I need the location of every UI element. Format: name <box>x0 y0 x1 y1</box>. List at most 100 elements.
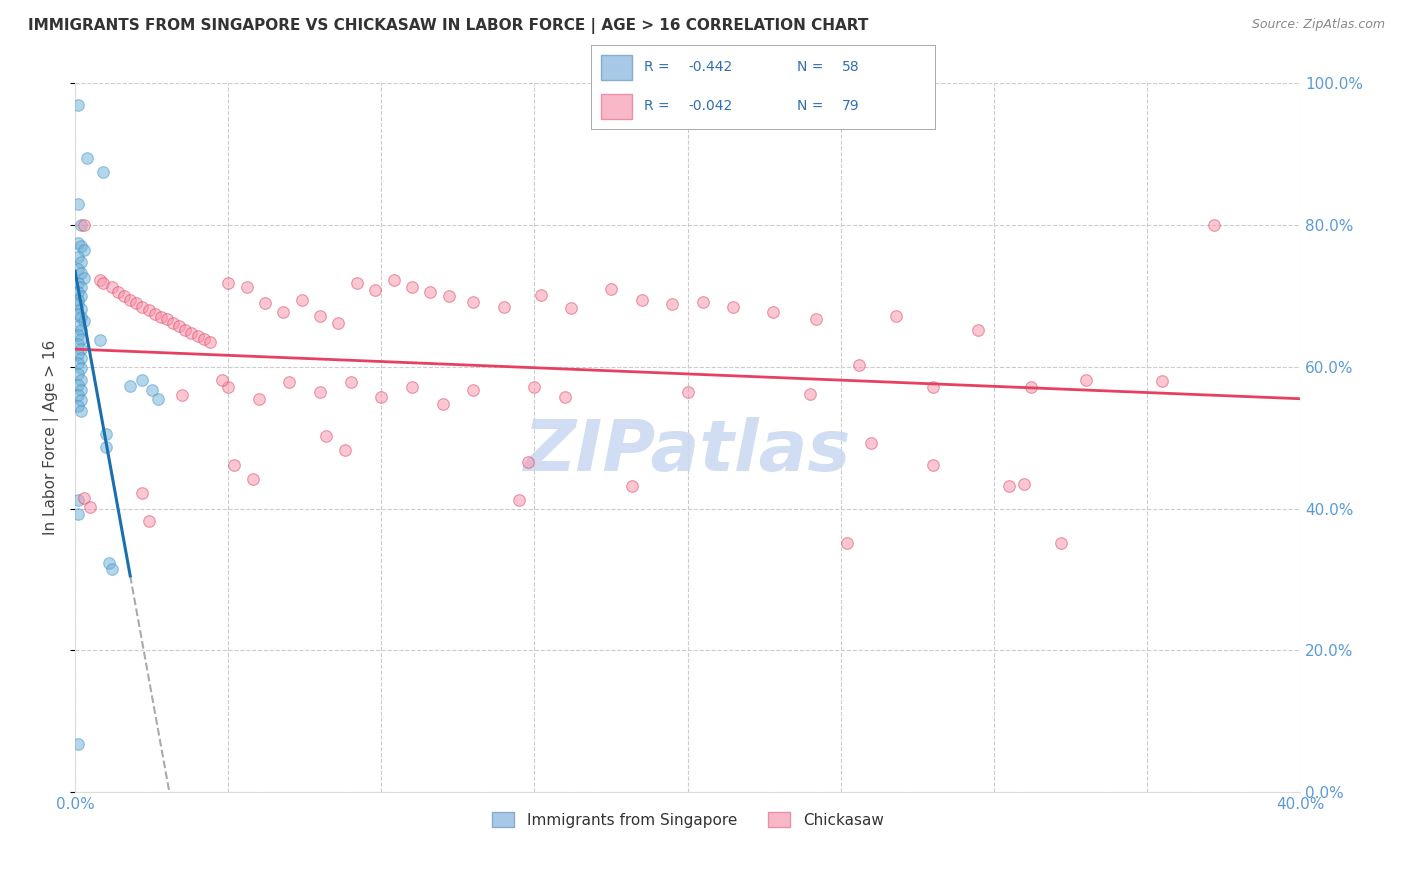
Point <box>247 392 270 406</box>
Point <box>333 443 356 458</box>
Point <box>921 380 943 394</box>
Point <box>309 384 332 399</box>
Point <box>187 329 209 343</box>
Point <box>508 493 530 508</box>
Point <box>70 404 93 418</box>
Point <box>70 301 93 316</box>
Point <box>560 301 582 315</box>
Point <box>463 383 485 397</box>
Text: R =: R = <box>644 60 669 74</box>
Point <box>835 535 858 549</box>
Text: R =: R = <box>644 99 669 112</box>
Point <box>67 507 90 521</box>
Point <box>149 310 172 325</box>
Point <box>70 218 93 232</box>
Point <box>79 500 101 515</box>
Point <box>198 334 221 349</box>
Point <box>67 737 90 751</box>
FancyBboxPatch shape <box>600 54 631 80</box>
Point <box>107 285 129 300</box>
Point <box>884 309 907 323</box>
Point <box>401 380 423 394</box>
Point <box>193 331 215 345</box>
Point <box>70 331 93 345</box>
Point <box>70 393 93 408</box>
Point <box>67 97 90 112</box>
Point <box>67 277 90 291</box>
Point <box>804 311 827 326</box>
Text: Source: ZipAtlas.com: Source: ZipAtlas.com <box>1251 18 1385 31</box>
Point <box>273 304 295 318</box>
Point <box>70 342 93 356</box>
Point <box>91 277 114 291</box>
Point <box>156 311 179 326</box>
Point <box>211 373 233 387</box>
Point <box>73 271 96 285</box>
Point <box>101 562 124 576</box>
Point <box>1050 535 1073 549</box>
Point <box>630 293 652 307</box>
Point <box>67 318 90 333</box>
Point <box>1074 373 1097 387</box>
Point <box>67 356 90 370</box>
Point <box>131 486 153 500</box>
Point <box>523 380 546 394</box>
Point <box>141 383 163 397</box>
Point <box>799 386 821 401</box>
Point <box>432 397 454 411</box>
Point <box>70 323 93 337</box>
Point <box>67 197 90 211</box>
Point <box>67 262 90 277</box>
Point <box>73 314 96 328</box>
Point <box>346 277 368 291</box>
Point <box>621 479 644 493</box>
Point <box>94 440 117 454</box>
Point <box>253 296 276 310</box>
Point <box>370 390 392 404</box>
Point <box>138 514 160 528</box>
Point <box>278 376 301 390</box>
Point <box>921 458 943 472</box>
Point <box>101 280 124 294</box>
Point <box>235 280 257 294</box>
Point <box>112 289 135 303</box>
Point <box>76 151 98 165</box>
Point <box>70 266 93 280</box>
Point <box>70 280 93 294</box>
Point <box>70 383 93 397</box>
Point <box>600 282 623 296</box>
Point <box>73 243 96 257</box>
Point <box>67 493 90 508</box>
Text: 58: 58 <box>842 60 859 74</box>
Y-axis label: In Labor Force | Age > 16: In Labor Force | Age > 16 <box>44 340 59 535</box>
Point <box>67 328 90 343</box>
Point <box>1014 476 1036 491</box>
Point <box>401 280 423 294</box>
Point <box>1152 374 1174 388</box>
Point <box>67 307 90 321</box>
Point <box>67 377 90 392</box>
Point <box>529 287 551 301</box>
Point <box>309 309 332 323</box>
Point <box>180 326 202 340</box>
Point <box>67 250 90 264</box>
Point <box>1019 380 1042 394</box>
Text: -0.042: -0.042 <box>689 99 733 112</box>
FancyBboxPatch shape <box>600 94 631 120</box>
Point <box>70 310 93 325</box>
Point <box>217 380 239 394</box>
Point <box>172 388 194 402</box>
Point <box>692 294 714 309</box>
Point <box>174 323 197 337</box>
Point <box>131 373 153 387</box>
Point <box>382 273 405 287</box>
Point <box>143 307 166 321</box>
Point <box>120 379 142 393</box>
Text: -0.442: -0.442 <box>689 60 733 74</box>
Point <box>723 300 745 314</box>
Point <box>97 556 120 570</box>
Point <box>91 165 114 179</box>
Point <box>492 300 515 314</box>
Point <box>73 491 96 505</box>
Point <box>67 388 90 402</box>
